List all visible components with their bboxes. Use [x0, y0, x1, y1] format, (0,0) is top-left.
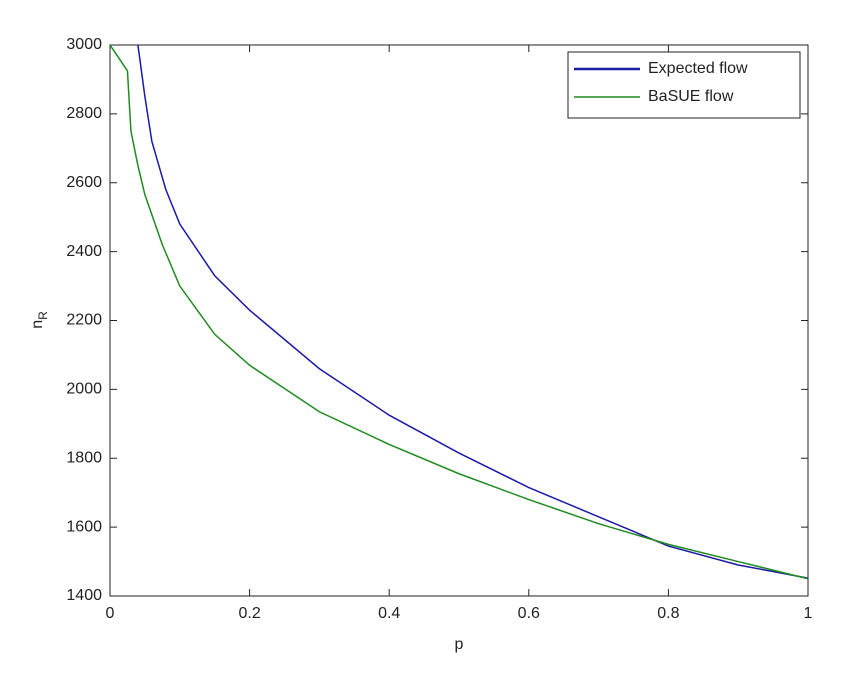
x-tick-label: 0.6 [518, 605, 540, 622]
plot-lines [110, 45, 808, 580]
x-tick-label: 1 [804, 605, 813, 622]
series-line [110, 45, 808, 580]
y-tick-label: 1600 [66, 518, 102, 535]
x-tick-label: 0.2 [238, 605, 260, 622]
y-tick-label: 2800 [66, 105, 102, 122]
x-tick-label: 0.4 [378, 605, 400, 622]
y-tick-label: 1400 [66, 587, 102, 604]
x-tick-label: 0 [106, 605, 115, 622]
series-line [137, 45, 808, 579]
y-tick-label: 2000 [66, 381, 102, 398]
legend-box [567, 51, 801, 119]
y-axis-label-group: nR [29, 311, 50, 329]
y-label-subscript: R [36, 311, 50, 320]
y-tick-label: 2200 [66, 312, 102, 329]
legend-label: BaSUE flow [648, 88, 734, 105]
y-tick-label: 3000 [66, 36, 102, 53]
x-axis-label: p [455, 636, 464, 653]
y-tick-label: 2400 [66, 243, 102, 260]
plot-frame [109, 44, 809, 597]
y-tick-label: 2600 [66, 174, 102, 191]
y-axis-label: nR [29, 311, 50, 329]
y-label-base: n [29, 320, 46, 329]
x-tick-label: 0.8 [657, 605, 679, 622]
y-tick-label: 1800 [66, 449, 102, 466]
legend-label: Expected flow [648, 60, 748, 77]
